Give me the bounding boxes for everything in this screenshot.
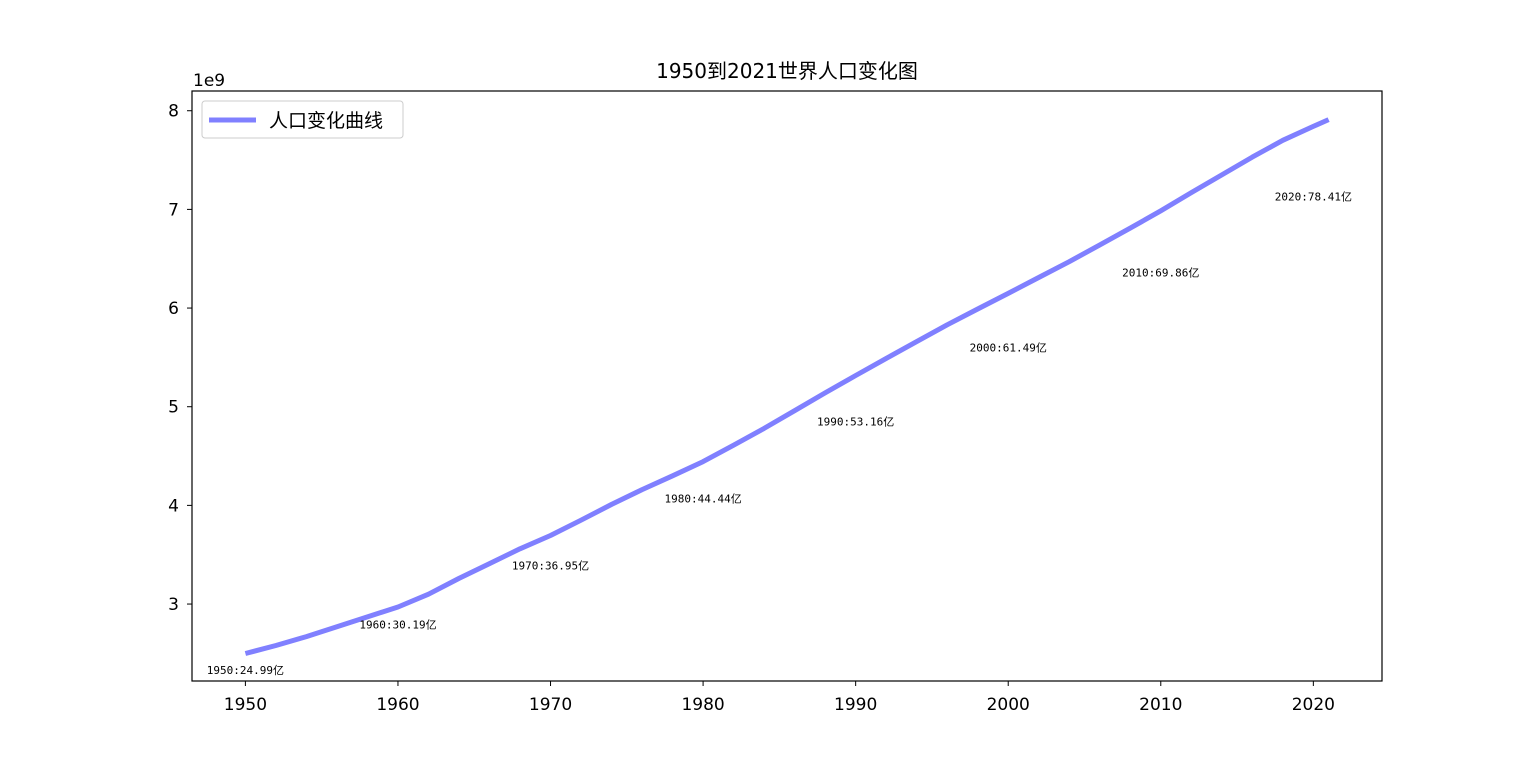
y-tick-label: 3 bbox=[168, 595, 179, 615]
y-tick-label: 4 bbox=[168, 496, 179, 516]
data-label: 1960:30.19亿 bbox=[359, 619, 436, 632]
x-tick-label: 1950 bbox=[224, 695, 267, 715]
data-label: 2020:78.41亿 bbox=[1275, 191, 1352, 204]
legend: 人口变化曲线 bbox=[201, 100, 404, 139]
x-tick-label: 1990 bbox=[834, 695, 877, 715]
data-label: 2010:69.86亿 bbox=[1122, 266, 1199, 279]
legend-label: 人口变化曲线 bbox=[269, 110, 383, 132]
data-label: 1990:53.16亿 bbox=[817, 415, 894, 428]
annotations: 1950:24.99亿 1960:30.19亿 1970:36.95亿 1980:44… bbox=[207, 191, 1352, 678]
plot-frame bbox=[191, 90, 1383, 682]
series-line-population bbox=[244, 117, 1330, 656]
x-tick-label: 2010 bbox=[1139, 695, 1182, 715]
y-tick-label: 8 bbox=[168, 102, 179, 122]
data-label: 1970:36.95亿 bbox=[512, 560, 589, 573]
x-tick-label: 1970 bbox=[529, 695, 572, 715]
axes: 1950 1960 1970 1980 1990 2000 2010 2020 3 4 5 6 7 8 bbox=[168, 90, 1383, 715]
y-tick-label: 7 bbox=[168, 200, 179, 220]
x-tick-label: 2000 bbox=[987, 695, 1030, 715]
data-label: 1950:24.99亿 bbox=[207, 664, 284, 677]
data-label: 2000:61.49亿 bbox=[970, 341, 1047, 354]
y-tick-label: 6 bbox=[168, 299, 179, 319]
y-axis-offset-label: 1e9 bbox=[193, 71, 225, 91]
x-tick-label: 1960 bbox=[376, 695, 419, 715]
chart-title: 1950到2021世界人口变化图 bbox=[656, 59, 918, 83]
y-tick-label: 5 bbox=[168, 398, 179, 418]
series-layer bbox=[244, 117, 1330, 656]
data-label: 1980:44.44亿 bbox=[664, 492, 741, 505]
x-tick-label: 2020 bbox=[1292, 695, 1335, 715]
x-tick-label: 1980 bbox=[681, 695, 724, 715]
legend-box bbox=[201, 100, 404, 139]
